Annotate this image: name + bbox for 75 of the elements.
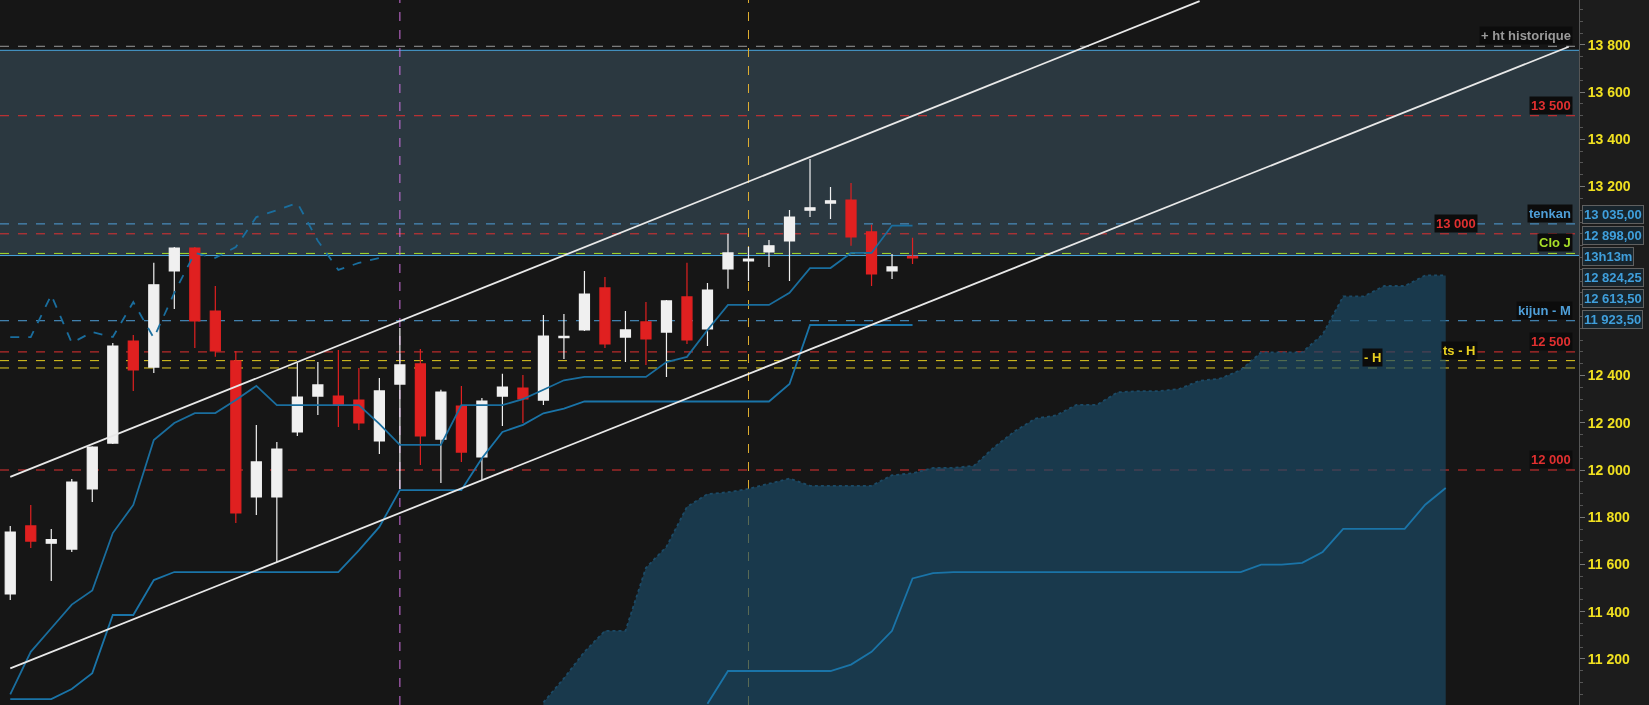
line-series	[706, 487, 1447, 705]
candlestick	[4, 525, 16, 601]
y-tick-label: 11 400	[1587, 603, 1631, 620]
candlestick	[312, 361, 324, 416]
line-series	[9, 324, 914, 700]
candlestick	[414, 348, 427, 466]
candlestick	[107, 342, 119, 445]
candlestick	[45, 528, 57, 582]
candlestick	[619, 310, 632, 363]
ref-line-label: Clo J	[1539, 235, 1571, 250]
candlestick	[394, 327, 406, 490]
candlestick	[681, 262, 693, 345]
y-tick-label: 11 200	[1587, 650, 1631, 667]
ref-line-label: kijun - M	[1518, 303, 1571, 318]
ref-line-label: 12 500	[1531, 334, 1571, 349]
candlestick	[168, 246, 180, 310]
candlestick	[824, 186, 837, 220]
ref-line-label: tenkan	[1529, 206, 1571, 221]
candlestick	[353, 367, 365, 431]
text: 11 923,50	[1584, 312, 1642, 327]
candlestick	[332, 349, 344, 428]
y-tick-label: 11 600	[1587, 556, 1631, 573]
candlestick	[291, 362, 303, 437]
candlestick	[435, 389, 447, 484]
candlestick	[558, 313, 570, 360]
y-tick-label: 12 400	[1587, 367, 1631, 384]
line-series	[9, 201, 381, 344]
ref-line-label: - H	[1364, 350, 1382, 365]
y-tick-label: 12 000	[1587, 461, 1631, 478]
candlestick	[209, 285, 221, 358]
y-tick-label: 13 200	[1587, 178, 1631, 195]
candlestick	[804, 158, 816, 218]
text: 12 898,00	[1584, 228, 1642, 243]
candlestick	[189, 246, 201, 349]
line-series	[9, 224, 914, 696]
candlestick	[865, 224, 878, 287]
candlestick	[640, 301, 652, 366]
y-tick-label: 12 200	[1587, 414, 1631, 431]
candlestick	[250, 424, 262, 516]
candlestick	[373, 377, 385, 455]
candlestick	[906, 237, 919, 265]
candlestick	[537, 314, 550, 406]
candlestick	[230, 350, 242, 524]
ref-line-label: 12 000	[1531, 452, 1571, 467]
y-tick-label: 13 800	[1587, 36, 1631, 53]
y-tick-label: 11 800	[1587, 509, 1631, 526]
text: 12 613,50	[1584, 291, 1642, 306]
candlestick	[783, 209, 796, 282]
candlestick	[455, 385, 468, 463]
candlestick	[148, 262, 160, 374]
candlestick	[742, 246, 755, 282]
candlestick	[476, 397, 488, 481]
ref-line-label: 13 000	[1436, 216, 1476, 231]
candlestick	[25, 504, 37, 549]
candlestick	[599, 276, 611, 349]
text: 13h13m	[1584, 249, 1633, 264]
ref-line-label: ts - H	[1443, 343, 1476, 358]
candlestick	[517, 374, 529, 424]
candlestick	[886, 253, 898, 280]
candlestick	[660, 299, 673, 378]
y-tick-label: 13 400	[1587, 131, 1631, 148]
candlestick	[701, 282, 714, 347]
ref-line-label: 13 500	[1531, 98, 1571, 113]
ref-line-label: + ht historique	[1481, 28, 1571, 43]
text: 13 035,00	[1584, 207, 1642, 222]
candlestick	[578, 270, 591, 332]
candlestick	[845, 182, 857, 247]
candlestick	[496, 373, 509, 427]
candlestick	[722, 233, 734, 290]
candlestick	[271, 441, 283, 563]
candlestick	[127, 334, 139, 392]
candlestick	[66, 478, 78, 553]
y-tick-label: 13 600	[1587, 84, 1631, 101]
text: 12 824,25	[1584, 270, 1642, 285]
candlestick	[763, 239, 775, 268]
